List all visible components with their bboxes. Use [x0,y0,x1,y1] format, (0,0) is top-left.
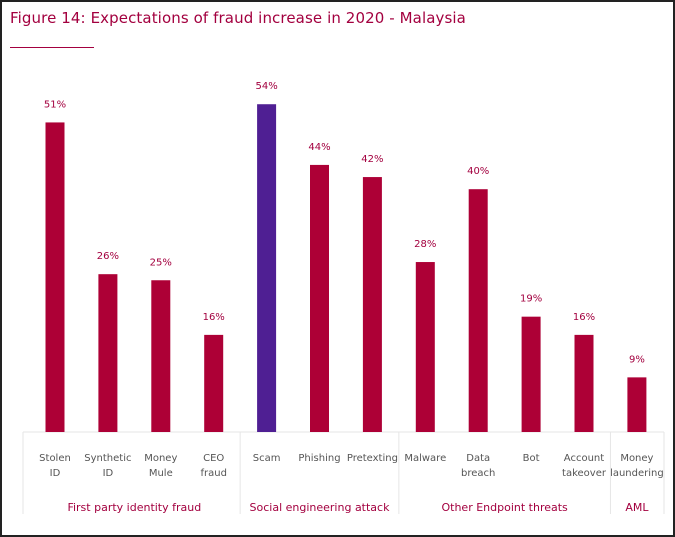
bar [257,104,277,432]
value-label: 54% [255,81,277,92]
category-label: Money [144,453,177,464]
category-label: Scam [253,453,281,464]
bar [98,274,118,432]
category-label: Malware [404,453,446,464]
value-label: 9% [629,354,645,365]
category-label: Synthetic [84,453,131,464]
category-label: ID [103,468,114,479]
bar [151,280,171,432]
category-label: laundering [610,468,664,479]
category-label: Pretexting [347,453,398,464]
bar [45,122,65,433]
category-label: Money [620,453,653,464]
bar [627,377,647,432]
bar [204,334,224,432]
category-label: Bot [523,453,540,464]
value-label: 44% [308,142,330,153]
value-label: 26% [97,251,119,262]
category-label: Data [466,453,490,464]
value-label: 51% [44,99,66,110]
value-label: 28% [414,239,436,250]
value-label: 42% [361,154,383,165]
category-label: fraud [200,468,226,479]
category-label: Stolen [39,453,71,464]
category-label: ID [50,468,61,479]
group-label: First party identity fraud [67,501,201,514]
category-label: Mule [149,468,173,479]
category-label: Phishing [298,453,340,464]
group-label: AML [625,501,649,514]
bar [310,164,329,433]
category-label: breach [461,468,495,479]
category-label: Account [564,453,604,464]
value-label: 40% [467,166,489,177]
bar [468,189,488,432]
bar [521,316,541,432]
value-label: 16% [203,312,225,323]
group-label: Social engineering attack [250,501,391,514]
value-label: 16% [573,312,595,323]
title-underline [10,47,94,48]
category-label: CEO [203,453,224,464]
category-label: takeover [562,468,607,479]
value-label: 25% [150,257,172,268]
value-label: 19% [520,294,542,305]
bar [415,262,435,432]
bar [362,177,382,432]
group-label: Other Endpoint threats [441,501,568,514]
bar [574,334,594,432]
chart-title: Figure 14: Expectations of fraud increas… [10,9,466,27]
